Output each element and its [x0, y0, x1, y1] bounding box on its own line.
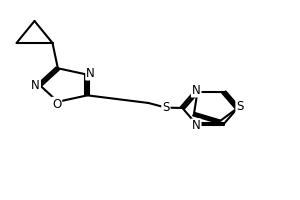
Text: N: N	[192, 84, 201, 97]
Text: O: O	[52, 98, 61, 111]
Text: N: N	[192, 119, 201, 132]
Text: N: N	[31, 79, 40, 92]
Text: N: N	[86, 67, 95, 80]
Text: S: S	[236, 100, 244, 114]
Text: S: S	[162, 101, 169, 114]
